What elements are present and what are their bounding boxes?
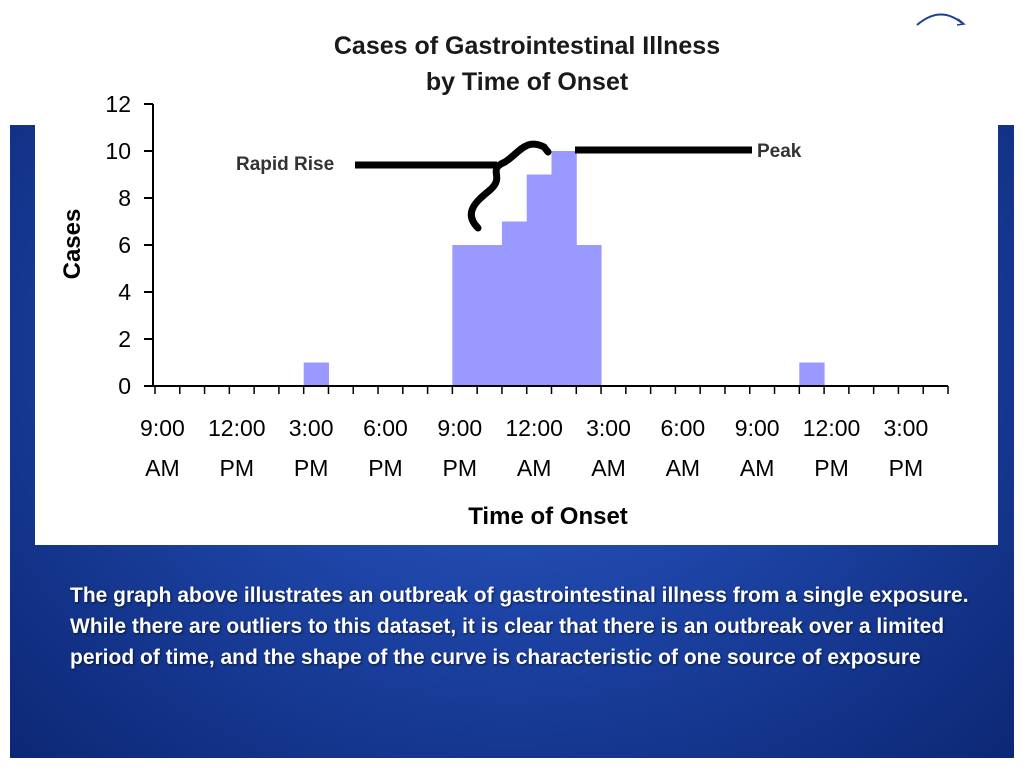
x-tick-label-10-period: PM: [889, 455, 924, 481]
x-tick-label-3-time: 6:00: [363, 415, 408, 441]
x-tick-label-1-period: PM: [220, 455, 255, 481]
bar-15: [526, 174, 552, 386]
y-ticks-group: 0 2 4 6 8 10 12: [105, 91, 153, 399]
y-tick-label-10: 10: [105, 138, 131, 164]
annotation-peak: Peak: [575, 141, 802, 162]
x-tick-label-10-time: 3:00: [883, 415, 928, 441]
x-tick-label-7-period: AM: [666, 455, 701, 481]
x-tick-label-5-period: AM: [517, 455, 552, 481]
bar-26: [799, 362, 825, 386]
x-tick-label-2-time: 3:00: [289, 415, 334, 441]
x-tick-label-3-period: PM: [368, 455, 403, 481]
top-margin: [0, 0, 1024, 125]
bars-group: [303, 151, 825, 386]
x-ticks-group: 9:00 AM 12:00 PM 3:00 PM 6:00 PM 9:00 PM 12:00 AM 3:…: [140, 386, 949, 481]
x-axis-title: Time of Onset: [468, 503, 628, 530]
bar-17: [576, 245, 602, 386]
y-tick-label-6: 6: [118, 232, 131, 258]
x-tick-label-4-time: 9:00: [437, 415, 482, 441]
x-tick-label-9-time: 12:00: [803, 415, 861, 441]
bar-16: [551, 151, 577, 386]
bar-6: [303, 362, 329, 386]
annotation-rapid-rise: Rapid Rise: [236, 140, 552, 232]
chart-title-line-1: Cases of Gastrointestinal Illness: [334, 32, 720, 60]
arc-swoosh-icon: [916, 13, 966, 26]
y-tick-label-12: 12: [105, 91, 131, 117]
x-tick-label-4-period: PM: [443, 455, 478, 481]
bar-13: [477, 245, 503, 386]
x-tick-label-8-period: AM: [740, 455, 775, 481]
y-tick-label-8: 8: [118, 185, 131, 211]
x-tick-label-0-period: AM: [145, 455, 180, 481]
x-tick-label-1-time: 12:00: [208, 415, 266, 441]
x-tick-label-6-period: AM: [591, 455, 626, 481]
x-tick-label-5-time: 12:00: [505, 415, 563, 441]
x-tick-label-6-time: 3:00: [586, 415, 631, 441]
y-tick-label-2: 2: [118, 326, 131, 352]
rapid-rise-label: Rapid Rise: [236, 154, 334, 175]
y-axis-title: Cases: [59, 209, 86, 280]
y-tick-label-0: 0: [118, 373, 131, 399]
x-tick-label-9-period: PM: [814, 455, 849, 481]
rapid-rise-brace-icon: [467, 140, 552, 232]
y-tick-label-4: 4: [118, 279, 131, 305]
x-tick-label-0-time: 9:00: [140, 415, 185, 441]
x-tick-label-7-time: 6:00: [660, 415, 705, 441]
chart: Cases of Gastrointestinal Illness by Tim…: [59, 32, 949, 530]
x-tick-label-2-period: PM: [294, 455, 329, 481]
chart-title-line-2: by Time of Onset: [426, 68, 629, 96]
bar-12: [452, 245, 478, 386]
peak-label: Peak: [757, 141, 802, 162]
caption-text: The graph above illustrates an outbreak …: [70, 584, 969, 669]
x-tick-label-8-time: 9:00: [735, 415, 780, 441]
bar-14: [501, 221, 528, 386]
